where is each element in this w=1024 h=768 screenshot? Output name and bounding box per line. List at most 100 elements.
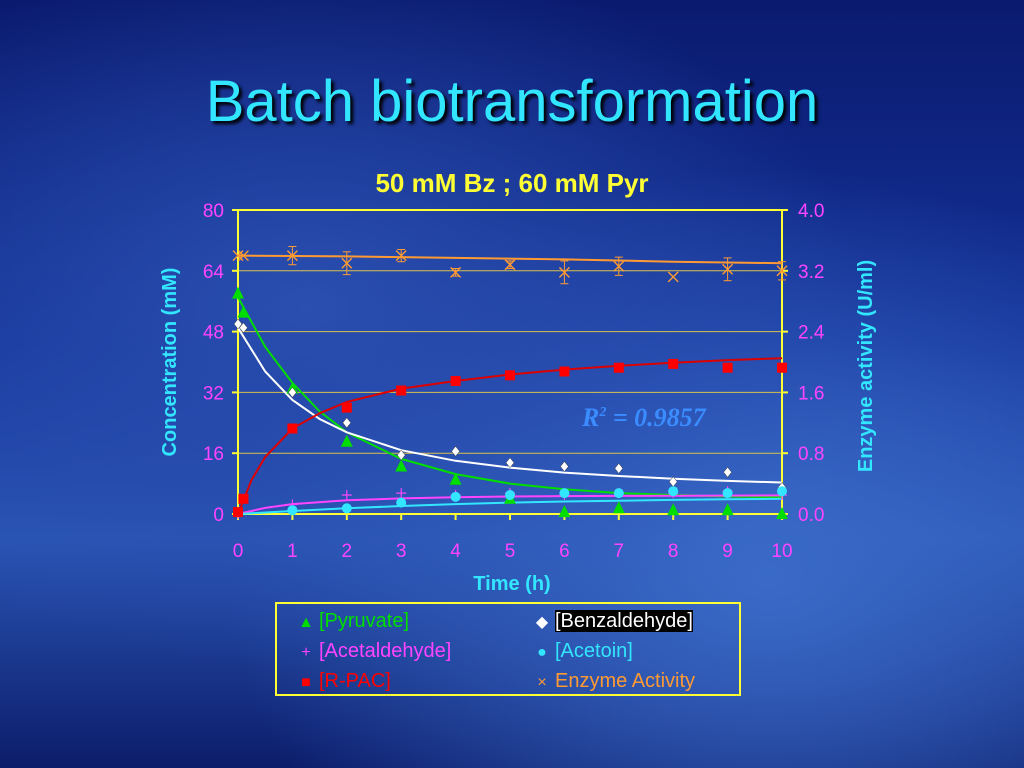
data-point <box>396 488 407 499</box>
y2-tick-label: 0.8 <box>798 444 824 465</box>
legend-item-rpac: ■ [R-PAC] <box>297 670 391 693</box>
plus-icon: + <box>301 644 311 661</box>
chart-title: 50 mM Bz ; 60 mM Pyr <box>375 168 649 198</box>
data-point <box>396 449 406 461</box>
data-point <box>504 259 516 271</box>
data-point <box>341 257 353 269</box>
y-tick-label: 0 <box>213 505 224 526</box>
x-tick-label: 3 <box>396 541 407 562</box>
y-tick-label: 48 <box>203 323 224 344</box>
data-point <box>668 486 679 497</box>
legend-item-enzyme-activity: × Enzyme Activity <box>533 670 695 693</box>
data-point <box>232 286 244 299</box>
data-point <box>450 266 462 278</box>
data-point <box>341 490 352 500</box>
data-point <box>722 263 734 275</box>
data-point <box>667 271 679 283</box>
fit-curve <box>237 254 783 265</box>
chart-legend: ▲ [Pyruvate] ◆ [Benzaldehyde] + [Acetaldehy… <box>275 602 741 696</box>
data-point <box>667 503 680 516</box>
data-point <box>232 250 244 262</box>
data-point <box>237 305 250 318</box>
data-point <box>396 385 407 396</box>
data-point <box>287 505 298 516</box>
data-point <box>396 497 407 508</box>
data-point <box>560 461 569 472</box>
data-point <box>777 486 787 497</box>
data-point <box>612 501 625 514</box>
cross-icon: × <box>537 674 547 691</box>
x-tick-label: 9 <box>722 541 733 562</box>
data-point <box>722 488 733 499</box>
data-point <box>395 250 407 262</box>
data-point <box>505 370 515 381</box>
r2-annotation: R2 = 0.9857 <box>581 403 707 432</box>
x-tick-label: 8 <box>668 541 679 562</box>
data-point <box>342 417 352 429</box>
data-point <box>238 493 249 504</box>
data-point <box>450 376 461 386</box>
data-point <box>613 260 625 272</box>
data-point <box>559 366 570 377</box>
data-point <box>614 462 624 474</box>
data-point <box>450 491 461 502</box>
data-point <box>558 505 571 518</box>
data-point <box>239 322 248 334</box>
x-tick-label: 1 <box>287 541 298 562</box>
data-point <box>776 507 788 519</box>
data-point <box>613 488 624 499</box>
legend-label: [Pyruvate] <box>319 610 410 632</box>
legend-label: [Acetaldehyde] <box>319 640 452 662</box>
data-point <box>721 503 734 516</box>
data-point <box>340 434 353 447</box>
data-point <box>288 386 297 398</box>
series-square <box>233 358 787 518</box>
y2-axis-label: Enzyme activity (U/ml) <box>855 260 877 472</box>
legend-label: Enzyme Activity <box>555 670 696 692</box>
series-diamond <box>233 318 787 493</box>
circle-icon: ● <box>537 644 547 661</box>
chart-ticks: 0 16 32 48 64 80 0.0 0.8 1.6 2.4 3.2 4.0 0 1 2 3 4 5 6 7 8 9 1… <box>203 201 825 562</box>
y-axis-label: Concentration (mM) <box>159 268 181 457</box>
x-tick-label: 5 <box>505 541 516 562</box>
data-point <box>613 362 624 373</box>
data-point <box>341 503 352 514</box>
page-title: Batch biotransformation <box>205 69 819 134</box>
legend-label: [Acetoin] <box>555 640 633 662</box>
x-tick-label: 0 <box>233 541 244 562</box>
y-tick-label: 16 <box>203 444 224 465</box>
data-point <box>449 472 462 485</box>
data-point <box>723 466 732 478</box>
triangle-icon: ▲ <box>298 614 314 631</box>
x-axis-label: Time (h) <box>473 573 550 595</box>
legend-item-benzaldehyde: ◆ [Benzaldehyde] <box>533 610 693 633</box>
data-point <box>286 250 298 262</box>
legend-item-pyruvate: ▲ [Pyruvate] <box>297 610 409 633</box>
chart-marks <box>232 245 788 519</box>
square-icon: ■ <box>301 674 311 691</box>
x-tick-label: 2 <box>342 541 353 562</box>
y-tick-label: 32 <box>203 383 224 404</box>
diamond-icon: ◆ <box>535 614 549 631</box>
x-tick-label: 6 <box>559 541 570 562</box>
y-tick-label: 64 <box>203 262 225 283</box>
data-point <box>233 318 243 330</box>
data-point <box>395 459 408 472</box>
x-tick-label: 7 <box>614 541 625 562</box>
chart-grid <box>238 270 782 454</box>
data-point <box>558 266 570 278</box>
legend-label: [R-PAC] <box>319 670 391 692</box>
data-point <box>776 265 788 277</box>
series-x <box>232 245 788 285</box>
x-tick-label: 4 <box>450 541 461 562</box>
legend-label: [Benzaldehyde] <box>555 610 693 632</box>
y2-tick-label: 0.0 <box>798 505 824 526</box>
data-point <box>287 423 298 434</box>
data-point <box>505 457 515 469</box>
legend-item-acetoin: ● [Acetoin] <box>533 640 633 663</box>
y2-tick-label: 3.2 <box>798 262 824 283</box>
data-point <box>341 402 352 413</box>
x-tick-label: 10 <box>771 541 792 562</box>
y2-tick-label: 4.0 <box>798 201 824 222</box>
